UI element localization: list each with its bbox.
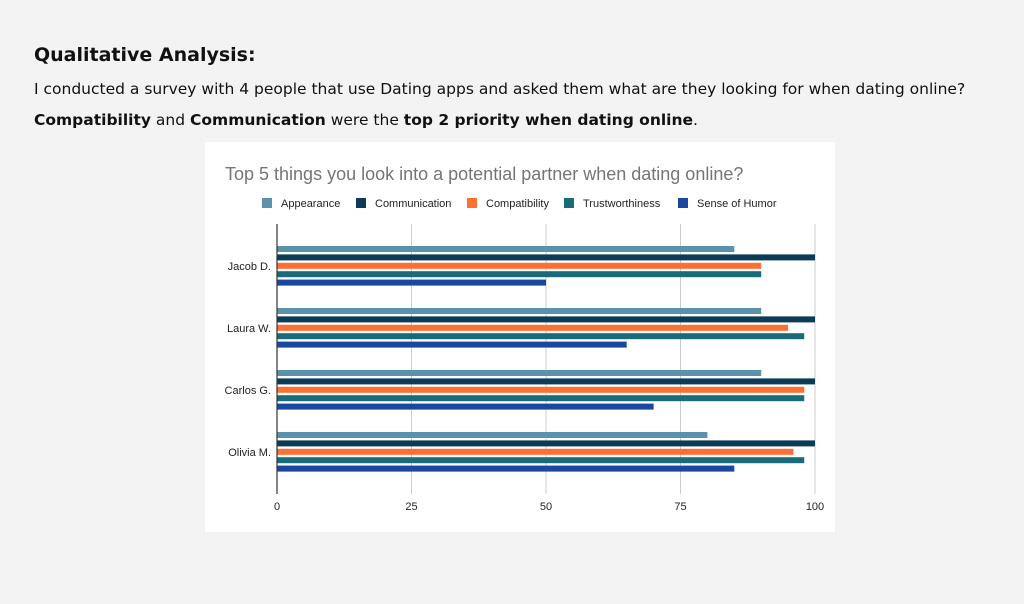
summary-keyword-priority: top 2 priority when dating online xyxy=(403,111,694,129)
bar xyxy=(277,465,735,472)
legend-swatch xyxy=(356,198,366,208)
category-label: Laura W. xyxy=(227,323,271,335)
bar xyxy=(277,341,627,348)
x-tick-label: 25 xyxy=(405,501,417,513)
bar xyxy=(277,395,805,402)
bar xyxy=(277,324,789,331)
page-heading: Qualitative Analysis: xyxy=(34,44,256,66)
legend-swatch xyxy=(564,198,574,208)
bar xyxy=(277,279,546,286)
summary-text: . xyxy=(693,111,698,129)
bar xyxy=(277,386,805,393)
legend-label: Sense of Humor xyxy=(697,198,777,210)
bar xyxy=(277,440,815,447)
x-tick-label: 0 xyxy=(274,501,280,513)
category-label: Carlos G. xyxy=(225,385,271,397)
bar xyxy=(277,333,805,340)
category-label: Olivia M. xyxy=(228,447,271,459)
summary-keyword-communication: Communication xyxy=(190,111,326,129)
bar xyxy=(277,403,654,410)
chart-card: Top 5 things you look into a potential p… xyxy=(205,142,835,532)
legend-swatch xyxy=(467,198,477,208)
bar xyxy=(277,448,794,455)
legend-label: Compatibility xyxy=(486,198,549,210)
bar-chart: Top 5 things you look into a potential p… xyxy=(225,164,825,513)
x-tick-label: 50 xyxy=(540,501,552,513)
bar xyxy=(277,316,815,323)
chart-legend: Appearance Communication Compatibility Trus… xyxy=(262,198,777,210)
bar xyxy=(277,254,815,261)
survey-description: I conducted a survey with 4 people that … xyxy=(34,80,966,98)
legend-label: Appearance xyxy=(281,198,340,210)
summary-keyword-compatibility: Compatibility xyxy=(34,111,151,129)
bar xyxy=(277,378,815,385)
chart-axis: 0 25 50 75 100 xyxy=(274,224,824,513)
bar xyxy=(277,370,762,376)
summary-text: were the xyxy=(325,111,404,129)
bar xyxy=(277,262,762,269)
bar xyxy=(277,457,805,464)
bar xyxy=(277,271,762,278)
bar xyxy=(277,308,762,314)
survey-summary: Compatibility and Communication were the… xyxy=(34,108,698,132)
chart-title: Top 5 things you look into a potential p… xyxy=(225,164,743,184)
chart-bars: Jacob D. Laura W. Carlos G. Olivia M. xyxy=(225,246,815,472)
legend-label: Communication xyxy=(375,198,451,210)
x-tick-label: 75 xyxy=(674,501,686,513)
bar xyxy=(277,246,735,252)
legend-swatch xyxy=(262,198,272,208)
category-label: Jacob D. xyxy=(228,261,271,273)
summary-text: and xyxy=(151,111,191,129)
legend-label: Trustworthiness xyxy=(583,198,661,210)
bar xyxy=(277,432,708,438)
legend-swatch xyxy=(678,198,688,208)
x-tick-label: 100 xyxy=(806,501,824,513)
